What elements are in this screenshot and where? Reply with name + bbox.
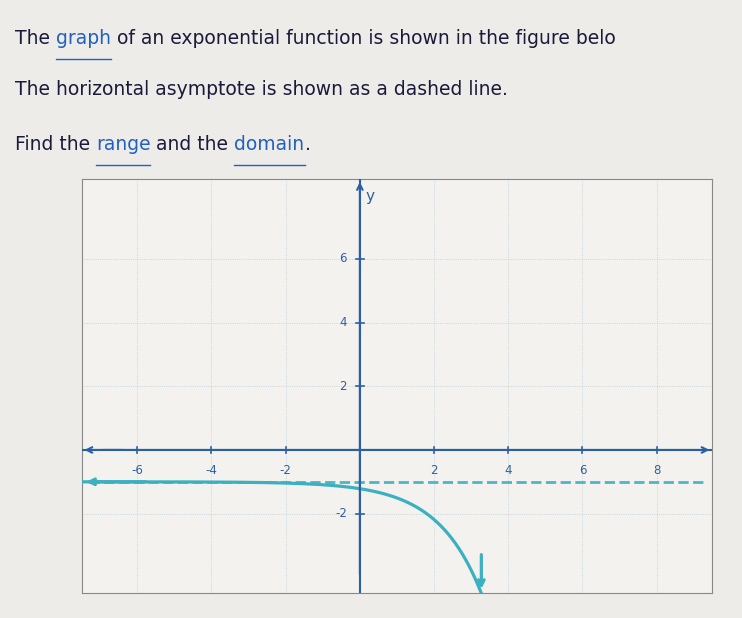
Text: -4: -4 <box>206 464 217 477</box>
Text: The: The <box>15 29 56 48</box>
Text: 2: 2 <box>339 379 347 393</box>
Text: y: y <box>366 188 375 204</box>
Text: -2: -2 <box>335 507 347 520</box>
Text: -6: -6 <box>131 464 143 477</box>
Text: of an exponential function is shown in the figure belo: of an exponential function is shown in t… <box>111 29 615 48</box>
Text: 2: 2 <box>430 464 438 477</box>
Text: The horizontal asymptote is shown as a dashed line.: The horizontal asymptote is shown as a d… <box>15 80 508 99</box>
Text: domain: domain <box>234 135 304 154</box>
Text: 8: 8 <box>653 464 660 477</box>
Text: 4: 4 <box>505 464 512 477</box>
Text: range: range <box>96 135 151 154</box>
Text: .: . <box>304 135 310 154</box>
Text: 6: 6 <box>579 464 586 477</box>
Text: 4: 4 <box>339 316 347 329</box>
Text: graph: graph <box>56 29 111 48</box>
Text: Find the: Find the <box>15 135 96 154</box>
Text: 6: 6 <box>339 252 347 265</box>
Text: and the: and the <box>151 135 234 154</box>
Text: -2: -2 <box>280 464 292 477</box>
